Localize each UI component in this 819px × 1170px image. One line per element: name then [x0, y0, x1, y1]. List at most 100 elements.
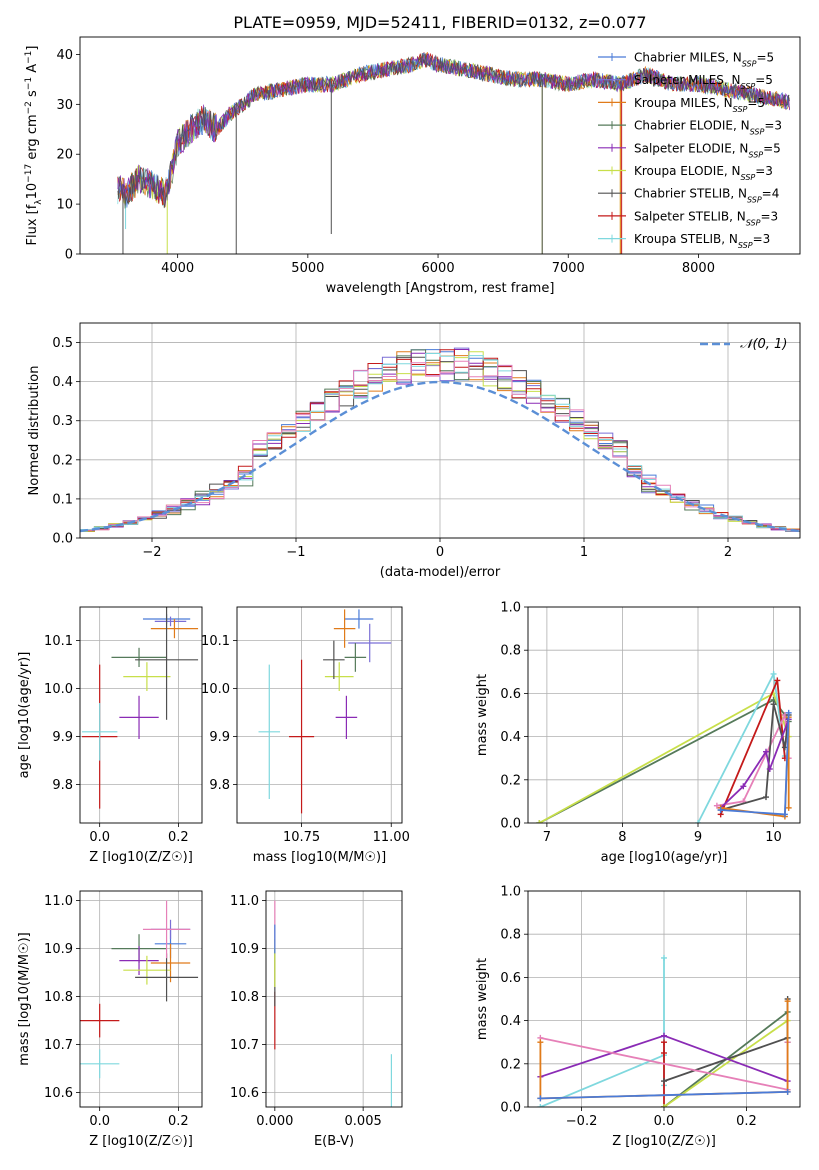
- x-axis-label: Z [log10(Z/Z☉)]: [612, 1134, 716, 1149]
- x-tick-label: 0.2: [168, 1114, 189, 1129]
- y-tick-label: 0.6: [500, 971, 521, 986]
- legend-label: 𝒩(0, 1): [740, 337, 787, 352]
- y-tick-label: 0.1: [52, 492, 73, 507]
- y-tick-label: 10.1: [201, 634, 230, 649]
- x-axis-label: (data-model)/error: [380, 565, 501, 580]
- y-axis-label: mass [log10(M/M☉)]: [17, 932, 32, 1065]
- x-tick-label: 5000: [291, 261, 324, 276]
- axes-frame: [236, 606, 403, 824]
- y-tick-label: 10.8: [230, 990, 259, 1005]
- weight-line: [697, 671, 786, 823]
- y-tick-label: 0.8: [500, 644, 521, 659]
- y-tick-label: 0.4: [52, 375, 73, 390]
- x-tick-label: 4000: [161, 261, 194, 276]
- y-tick-label: 0.3: [52, 414, 73, 429]
- plot-area: [274, 900, 393, 1107]
- weight-line: [663, 999, 789, 1082]
- y-tick-label: 0.2: [52, 453, 73, 468]
- y-tick-label: 10.6: [44, 1086, 73, 1101]
- y-axis-label: Normed distribution: [27, 366, 42, 496]
- y-tick-label: 10.9: [230, 942, 259, 957]
- x-tick-label: 0.2: [736, 1114, 757, 1129]
- y-tick-label: 9.8: [52, 778, 73, 793]
- x-tick-label: 0.0: [89, 1114, 110, 1129]
- x-tick-label: 0.005: [345, 1114, 382, 1129]
- x-axis-label: mass [log10(M/M☉)]: [253, 850, 386, 865]
- chart-panel-8: −0.2 0.0 0.2 0.0 0.2 0.4 0.6 0.8 1.0 Z [log10(Z/Z…: [475, 885, 801, 1149]
- y-tick-label: 1.0: [500, 885, 521, 900]
- figure-title: PLATE=0959, MJD=52411, FIBERID=0132, z=0…: [233, 13, 646, 32]
- x-tick-label: 2: [724, 545, 732, 560]
- x-tick-label: 0.2: [168, 830, 189, 845]
- y-tick-label: 10.8: [44, 990, 73, 1005]
- x-axis-label: age [log10(age/yr)]: [601, 850, 728, 865]
- spectrum-line: [117, 53, 790, 209]
- legend-label: Kroupa STELIB, NSSP=3: [634, 232, 770, 250]
- y-tick-label: 10.1: [44, 634, 73, 649]
- y-tick-label: 0.0: [500, 1101, 521, 1116]
- x-tick-label: −1: [286, 545, 305, 560]
- gaussian-curve: [80, 380, 800, 533]
- x-axis-label: wavelength [Angstrom, rest frame]: [326, 281, 555, 296]
- axes-frame: [527, 606, 801, 824]
- x-axis-label: Z [log10(Z/Z☉)]: [89, 1134, 193, 1149]
- y-tick-label: 30: [56, 98, 73, 113]
- y-tick-label: 0.2: [500, 773, 521, 788]
- legend-label: Kroupa ELODIE, NSSP=3: [634, 164, 773, 182]
- legend-label: Salpeter STELIB, NSSP=3: [634, 209, 778, 227]
- legend-label: Kroupa MILES, NSSP=5: [634, 96, 765, 114]
- plot-area: [80, 900, 199, 1079]
- histogram-series: [80, 353, 800, 538]
- axes-frame: [527, 890, 801, 1108]
- axes-frame: [79, 890, 203, 1108]
- weight-line: [540, 1091, 788, 1100]
- grid: [528, 606, 800, 824]
- x-tick-label: 0: [436, 545, 444, 560]
- y-tick-label: 11.0: [44, 894, 73, 909]
- x-tick-label: 0.000: [256, 1114, 293, 1129]
- x-tick-label: 10.75: [283, 830, 320, 845]
- plot-area: [81, 607, 199, 809]
- legend-label: Salpeter ELODIE, NSSP=5: [634, 141, 781, 159]
- y-tick-label: 9.9: [52, 730, 73, 745]
- plot-area: [80, 347, 800, 538]
- y-axis-label: Flux [fλ10−17 erg cm−2 s−1 A−1]: [24, 46, 44, 246]
- y-tick-label: 10.9: [44, 942, 73, 957]
- y-tick-label: 11.0: [230, 894, 259, 909]
- legend-label: Chabrier STELIB, NSSP=4: [634, 187, 779, 205]
- grid: [80, 891, 202, 1107]
- chart-panel-3: 0.0 0.2 9.8 9.9 10.0 10.1 Z [log10(Z/Z☉)] age […: [17, 606, 203, 865]
- grid: [266, 891, 402, 1107]
- weight-line: [663, 1019, 789, 1107]
- axes-frame: [79, 322, 801, 539]
- y-tick-label: 20: [56, 148, 73, 163]
- y-tick-label: 40: [56, 48, 73, 63]
- plot-area: [117, 51, 790, 254]
- grid: [237, 607, 402, 823]
- weight-line: [540, 958, 665, 1107]
- y-tick-label: 0.4: [500, 1014, 521, 1029]
- chart-panel-1: 4000 5000 6000 7000 8000 0 10 20 30 40 wavelength …: [24, 36, 801, 296]
- histogram-series: [80, 360, 800, 538]
- y-tick-label: 1.0: [500, 601, 521, 616]
- chart-panel-2: −2 −1 0 1 2 0.0 0.1 0.2 0.3 0.4 0.5 (data-model)/er…: [27, 322, 801, 580]
- axes-frame: [79, 36, 801, 255]
- chart-panel-6: 0.0 0.2 10.6 10.7 10.8 10.9 11.0 Z [log10(Z/Z☉)…: [17, 890, 203, 1149]
- x-tick-label: −2: [142, 545, 161, 560]
- y-tick-label: 0.6: [500, 687, 521, 702]
- y-tick-label: 9.9: [209, 730, 230, 745]
- y-tick-label: 0.5: [52, 336, 73, 351]
- y-tick-label: 10.6: [230, 1086, 259, 1101]
- x-tick-label: 8: [618, 830, 626, 845]
- x-tick-label: 1: [580, 545, 588, 560]
- axes-frame: [265, 890, 403, 1108]
- x-tick-label: 7000: [552, 261, 585, 276]
- y-tick-label: 0.2: [500, 1057, 521, 1072]
- x-tick-label: 6000: [422, 261, 455, 276]
- x-tick-label: 10: [765, 830, 782, 845]
- chart-panel-4: 10.75 11.00 9.8 9.9 10.0 10.1 mass [log10(M/M☉…: [201, 606, 410, 865]
- y-tick-label: 10: [56, 198, 73, 213]
- y-axis-label: age [log10(age/yr)]: [17, 652, 32, 779]
- grid: [80, 607, 202, 823]
